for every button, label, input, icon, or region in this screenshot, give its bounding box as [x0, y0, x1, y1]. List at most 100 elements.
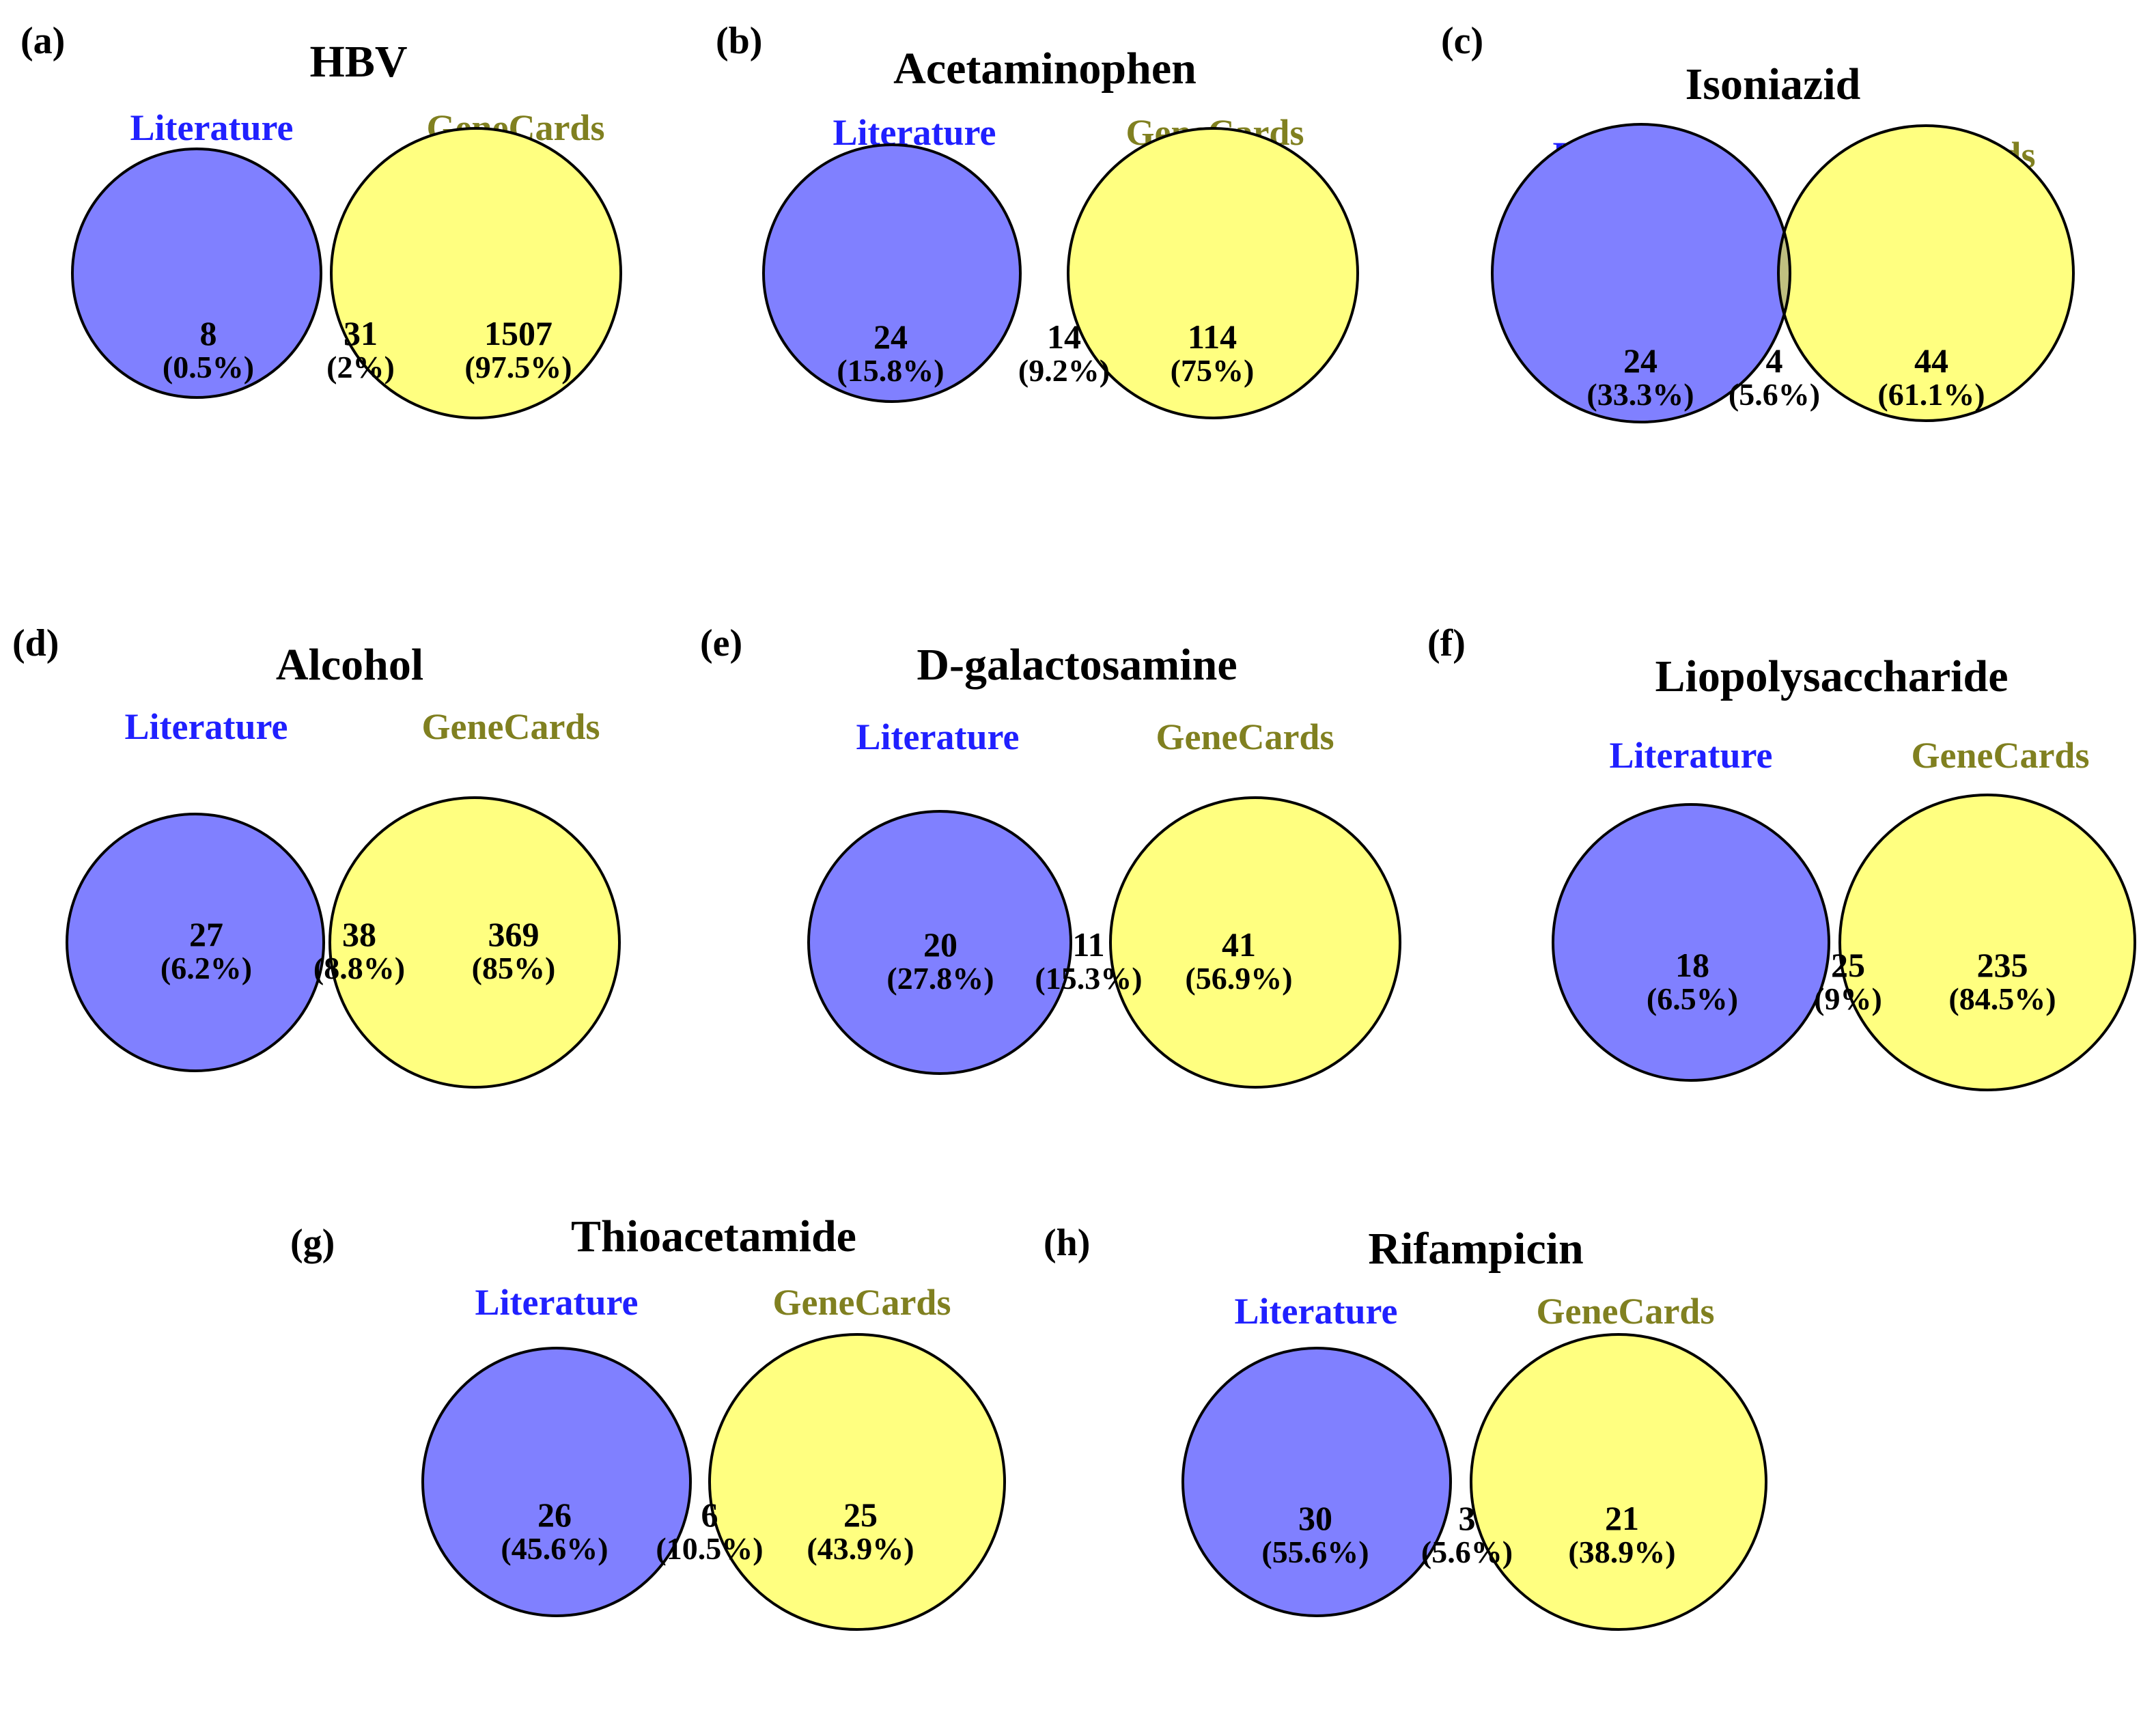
panel-title: Alcohol [276, 640, 423, 690]
literature-only-percent: (6.5%) [1647, 981, 1738, 1016]
genecards-set-label: GeneCards [1912, 735, 2090, 776]
panel-label: (h) [1044, 1222, 1090, 1264]
venn-panel-b: (b)AcetaminophenLiteratureGeneCards24(15… [716, 20, 1359, 419]
genecards-set-label: GeneCards [773, 1282, 951, 1323]
genecards-outline [708, 1333, 1006, 1631]
literature-set-label: Literature [1235, 1291, 1398, 1332]
literature-only-count: 24 [1623, 341, 1658, 380]
literature-circle [1492, 124, 1790, 422]
genecards-circle [1068, 128, 1358, 418]
literature-circle [67, 814, 324, 1071]
literature-set-label: Literature [856, 716, 1020, 757]
shared-percent: (15.3%) [1035, 961, 1142, 996]
shared-count: 4 [1766, 341, 1783, 380]
genecards-set-label: GeneCards [1537, 1291, 1715, 1332]
shared-count: 38 [342, 915, 376, 953]
panel-label: (g) [290, 1222, 335, 1264]
genecards-circle [1778, 126, 2073, 421]
shared-count: 31 [344, 314, 378, 352]
literature-only-count: 18 [1675, 946, 1709, 984]
panel-title: HBV [309, 37, 407, 87]
literature-outline [421, 1347, 692, 1617]
genecards-only-count: 1507 [484, 314, 553, 352]
genecards-only-count: 25 [843, 1496, 878, 1534]
venn-panel-c: (c)IsoniazidLiteratureGeneCards24(33.3%)… [1441, 20, 2075, 423]
literature-outline [807, 810, 1072, 1075]
literature-outline [1181, 1347, 1452, 1617]
genecards-outline [330, 127, 622, 419]
literature-set-label: Literature [125, 706, 288, 747]
genecards-outline [328, 796, 621, 1089]
literature-only-percent: (27.8%) [886, 961, 994, 996]
literature-only-count: 24 [873, 318, 908, 356]
shared-count: 6 [701, 1496, 718, 1534]
literature-outline [71, 148, 322, 399]
genecards-outline [1067, 127, 1359, 419]
genecards-outline [1470, 1333, 1767, 1631]
genecards-outline [1777, 124, 2075, 422]
literature-only-count: 26 [537, 1496, 572, 1534]
genecards-circle [1110, 798, 1400, 1087]
venn-panel-f: (f) Liopolysaccharide Literature GeneCards 1… [1427, 622, 2136, 1091]
panel-label: (d) [12, 622, 59, 664]
venn-panel-g: (g) Thioacetamide Literature GeneCards 26(45… [290, 1212, 1006, 1631]
panel-title: Rifampicin [1368, 1224, 1583, 1274]
literature-outline [762, 143, 1022, 403]
literature-outline [1491, 123, 1791, 423]
literature-only-percent: (55.6%) [1261, 1535, 1369, 1569]
genecards-only-percent: (97.5%) [464, 350, 572, 384]
literature-only-percent: (15.8%) [837, 353, 944, 388]
shared-count: 14 [1047, 318, 1081, 356]
genecards-circle [330, 798, 619, 1087]
genecards-only-count: 235 [1977, 946, 2028, 984]
panel-label: (a) [20, 20, 65, 62]
genecards-only-percent: (85%) [472, 951, 556, 985]
literature-only-count: 20 [923, 925, 957, 964]
literature-only-count: 27 [189, 915, 223, 953]
venn-panel-h: (h) Rifampicin Literature GeneCards 30(55.6%… [1044, 1222, 1767, 1631]
panel-title: Liopolysaccharide [1655, 652, 2008, 701]
genecards-only-percent: (56.9%) [1185, 961, 1292, 996]
literature-outline [1552, 803, 1830, 1082]
genecards-outline [1109, 796, 1401, 1089]
genecards-circle [1840, 795, 2135, 1090]
genecards-only-percent: (38.9%) [1568, 1535, 1675, 1569]
genecards-circle [1471, 1334, 1766, 1629]
panel-title: Acetaminophen [893, 44, 1197, 94]
literature-only-count: 8 [200, 314, 217, 352]
genecards-only-percent: (75%) [1171, 353, 1255, 388]
panel-label: (e) [700, 622, 742, 664]
shared-percent: (9.2%) [1018, 353, 1110, 388]
genecards-set-label: GeneCards [1156, 716, 1334, 757]
shared-percent: (5.6%) [1421, 1535, 1513, 1569]
panel-title: Thioacetamide [571, 1212, 856, 1261]
shared-count: 11 [1072, 925, 1104, 964]
genecards-only-count: 21 [1605, 1499, 1639, 1537]
literature-only-count: 30 [1298, 1499, 1332, 1537]
literature-circle [764, 145, 1020, 402]
shared-percent: (10.5%) [656, 1531, 763, 1566]
genecards-only-percent: (43.9%) [807, 1531, 914, 1566]
shared-count: 25 [1831, 946, 1865, 984]
genecards-circle [331, 128, 621, 418]
shared-percent: (2%) [326, 350, 395, 384]
literature-only-percent: (33.3%) [1586, 377, 1694, 412]
shared-percent: (8.8%) [313, 951, 405, 985]
literature-only-percent: (45.6%) [501, 1531, 608, 1566]
genecards-only-count: 41 [1222, 925, 1256, 964]
literature-only-percent: (0.5%) [163, 350, 254, 384]
genecards-only-percent: (84.5%) [1948, 981, 2056, 1016]
panel-label: (c) [1441, 20, 1483, 62]
panel-title: Isoniazid [1686, 59, 1861, 109]
literature-circle [72, 149, 321, 397]
panel-label: (b) [716, 20, 762, 62]
shared-percent: (9%) [1814, 981, 1882, 1016]
literature-outline [66, 813, 325, 1072]
genecards-only-count: 44 [1914, 341, 1948, 380]
literature-circle [1183, 1348, 1451, 1616]
genecards-circle [710, 1334, 1005, 1629]
